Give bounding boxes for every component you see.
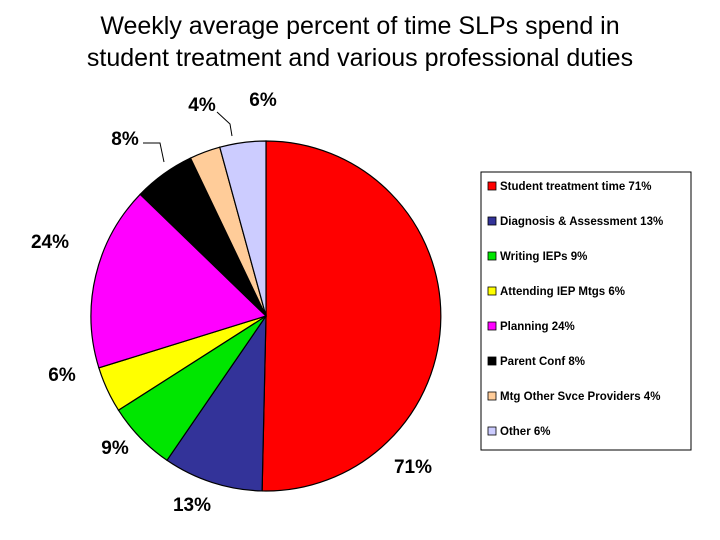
pie-slice	[261, 140, 442, 492]
legend-swatch	[487, 286, 497, 296]
slice-label: 4%	[188, 95, 216, 116]
legend-swatch	[487, 391, 497, 401]
slice-label: 9%	[101, 438, 129, 459]
legend-label: Attending IEP Mtgs 6%	[500, 286, 625, 298]
leader-line	[216, 111, 233, 137]
pie-slice	[166, 314, 267, 492]
chart-title-line2: student treatment and various profession…	[86, 44, 634, 72]
legend-swatch	[487, 356, 497, 366]
slice-labels: 71% 13% 9% 6% 24% 8% 4% 6%	[31, 90, 432, 516]
chart-title: Weekly average percent of time SLPs spen…	[0, 10, 720, 74]
legend-swatch	[487, 426, 497, 436]
legend-label: Student treatment time 71%	[500, 181, 651, 193]
legend-label: Planning 24%	[500, 321, 575, 333]
legend-swatch	[487, 181, 497, 191]
leader-line	[143, 142, 165, 163]
slice-label: 24%	[31, 232, 69, 253]
leader-lines	[143, 111, 233, 163]
legend-label: Writing IEPs 9%	[500, 251, 587, 263]
slice-label: 13%	[173, 495, 211, 516]
slice-label: 6%	[48, 365, 76, 386]
legend-box	[480, 171, 692, 451]
legend-swatch	[487, 251, 497, 261]
legend-swatch	[487, 321, 497, 331]
pie-slices	[90, 140, 442, 492]
legend-label: Parent Conf 8%	[500, 356, 585, 368]
legend-label: Other 6%	[500, 426, 551, 438]
pie-slice	[219, 140, 267, 317]
slice-label: 71%	[394, 457, 432, 478]
slice-label: 8%	[111, 129, 139, 150]
slice-label: 6%	[249, 90, 277, 111]
legend-label: Mtg Other Svce Providers 4%	[500, 391, 660, 403]
legend-label: Diagnosis & Assessment 13%	[500, 216, 663, 228]
chart-title-line1: Weekly average percent of time SLPs spen…	[100, 12, 620, 40]
legend-swatch	[487, 216, 497, 226]
legend: Student treatment time 71% Diagnosis & As…	[487, 181, 663, 438]
pie-slice	[90, 193, 268, 369]
